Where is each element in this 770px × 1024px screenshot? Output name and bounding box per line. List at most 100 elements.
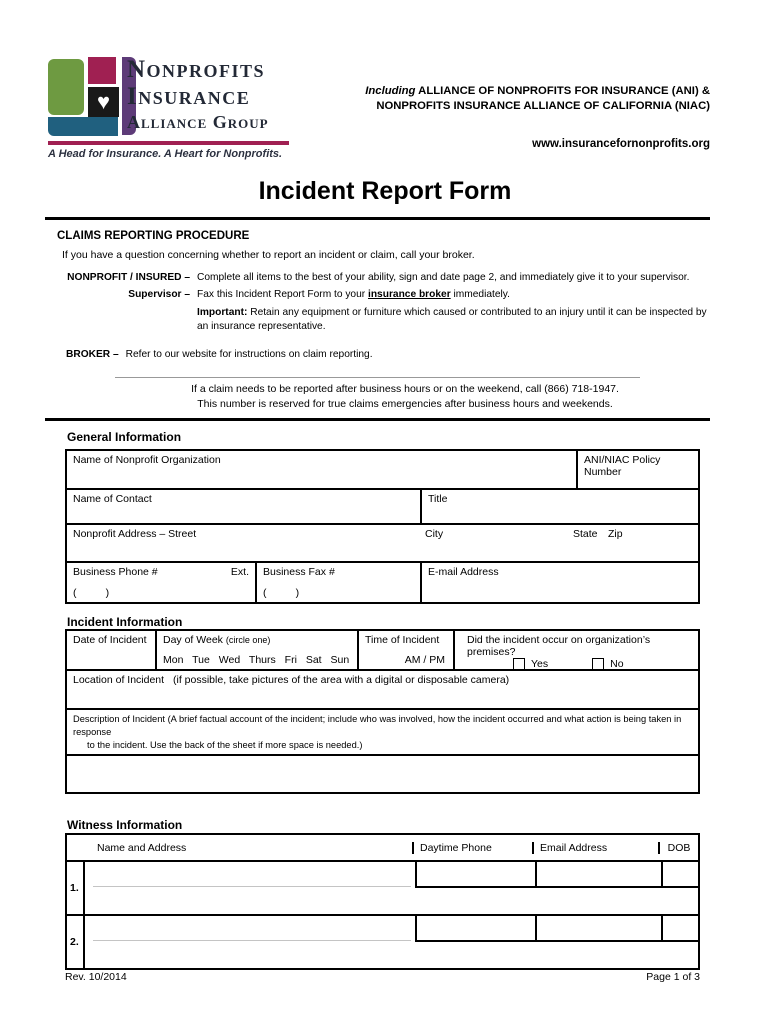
witness-1-writing-line [93,886,411,887]
important-text: Retain any equipment or furniture which … [197,307,707,332]
incident-information-heading: Incident Information [67,615,183,629]
business-phone-field[interactable]: Business Phone # Ext. ( ) [67,563,255,602]
revision-label: Rev. 10/2014 [65,971,127,983]
insured-label: NONPROFIT / INSURED – [67,272,190,283]
including-line: Including ALLIANCE OF NONPROFITS FOR INS… [310,84,710,99]
general-information-heading: General Information [67,430,182,444]
incident-location-field[interactable]: Location of Incident (if possible, take … [67,671,698,708]
supervisor-label: Supervisor – [128,289,190,300]
witness-col-daytime-phone: Daytime Phone [412,841,532,854]
ext-label: Ext. [230,566,249,578]
general-information-table: Name of Nonprofit Organization ANI/NIAC … [65,449,700,604]
after-hours-notice: If a claim needs to be reported after bu… [110,382,700,412]
witness-2-name-address-input[interactable] [85,916,698,968]
description-label-line2: response [73,727,112,737]
incident-time-field[interactable]: Time of Incident AM / PM [357,631,453,669]
premises-question: Did the incident occur on organization’s… [467,634,651,658]
witness-1-number: 1. [67,862,85,914]
circle-one-note: (circle one) [225,635,271,645]
description-label: Description of Incident [73,714,165,724]
witness-information-table: Name and Address Daytime Phone Email Add… [65,833,700,970]
city-label: City [425,528,444,540]
witness-2-phone-input[interactable] [415,916,535,942]
witness-1-dob-input[interactable] [661,862,698,888]
supervisor-instruction-row: Supervisor – Fax this Incident Report Fo… [0,289,715,300]
divider-rule-top [45,217,710,220]
day-of-week-label: Day of Week [163,634,223,646]
street-label: Nonprofit Address – Street [73,528,197,540]
description-label-line1: Description of Incident (A brief factual… [73,713,692,726]
incident-date-field[interactable]: Date of Incident [73,634,147,646]
after-hours-line2: This number is reserved for true claims … [197,398,613,410]
witness-2-writing-line [93,940,411,941]
important-label: Important: [197,307,248,318]
broker-text: Refer to our website for instructions on… [125,349,373,360]
witness-row-1: 1. [67,860,698,914]
no-label: No [610,658,624,670]
no-checkbox[interactable] [592,658,605,670]
claims-intro-text: If you have a question concerning whethe… [62,249,475,261]
logo-name-line2: Insurance [127,83,251,110]
logo-name-line1: Nonprofits [127,56,266,83]
heart-icon: ♥ [96,89,111,114]
witness-1-phone-input[interactable] [415,862,535,888]
divider-rule-bottom [45,418,710,421]
insured-text: Complete all items to the best of your a… [197,272,690,283]
witness-1-email-input[interactable] [535,862,661,888]
header-right-block: Including ALLIANCE OF NONPROFITS FOR INS… [310,84,710,152]
witness-1-name-address-input[interactable] [85,862,698,914]
day-of-week-field[interactable]: Day of Week (circle one) Mon Tue Wed Thu… [155,631,357,669]
witness-information-heading: Witness Information [67,818,183,832]
supervisor-text: Fax this Incident Report Form to your in… [197,289,510,300]
business-fax-field[interactable]: Business Fax # ( ) [255,563,420,602]
witness-2-number: 2. [67,916,85,968]
incident-description-label-cell: Description of Incident (A brief factual… [67,710,698,754]
weekday-options[interactable]: Mon Tue Wed Thurs Fri Sat Sun [163,654,350,666]
yes-checkbox[interactable] [513,658,525,670]
yes-label: Yes [531,658,549,670]
zip-label: Zip [608,528,623,540]
contact-title-field[interactable]: Title [420,490,698,523]
broker-instruction-row: BROKER – Refer to our website for instruc… [66,349,373,360]
niac-line: NONPROFITS INSURANCE ALLIANCE OF CALIFOR… [376,100,710,112]
business-phone-label: Business Phone # [73,566,158,578]
incident-information-table: Date of Incident Day of Week (circle one… [65,629,700,794]
witness-row-2: 2. [67,914,698,968]
am-pm-option[interactable]: AM / PM [404,654,445,666]
supervisor-text-pre: Fax this Incident Report Form to your [197,289,368,300]
policy-number-field[interactable]: ANI/NIAC Policy Number [576,451,698,488]
premises-yes-option[interactable]: Yes [513,658,548,670]
description-note: (A brief factual account of the incident… [167,714,682,724]
premises-question-cell: Did the incident occur on organization’s… [453,631,698,670]
premises-no-option[interactable]: No [592,658,624,670]
logo-divider [48,141,289,145]
website-link[interactable]: www.insurancefornonprofits.org [532,138,710,150]
incident-description-input[interactable] [67,756,698,792]
phone-parens: ( ) [73,587,110,599]
logo-green-block [48,59,84,115]
including-word: Including [365,85,416,97]
org-name-field[interactable]: Name of Nonprofit Organization [73,454,221,466]
time-of-incident-label: Time of Incident [365,634,440,646]
state-label: State [573,528,598,540]
location-note: (if possible, take pictures of the area … [173,674,510,686]
email-field[interactable]: E-mail Address [420,563,698,602]
claims-procedure-heading: CLAIMS REPORTING PROCEDURE [57,230,250,242]
logo-blue-block [48,117,118,136]
logo-purple-block [122,57,136,135]
insurance-broker-emphasis: insurance broker [368,289,451,300]
description-label-line3: to the incident. Use the back of the she… [87,740,363,750]
logo-heart-block: ♥ [88,87,119,117]
logo-crimson-block [88,57,116,84]
supervisor-text-post: immediately. [450,289,510,300]
contact-name-field[interactable]: Name of Contact [73,493,152,505]
witness-2-dob-input[interactable] [661,916,698,942]
page-title: Incident Report Form [258,177,512,205]
witness-2-email-input[interactable] [535,916,661,942]
broker-label: BROKER – [66,349,119,360]
ani-text: ALLIANCE OF NONPROFITS FOR INSURANCE (AN… [415,85,710,97]
address-field[interactable]: Nonprofit Address – Street City State Zi… [67,525,698,561]
important-note: Important: Retain any equipment or furni… [197,306,709,334]
logo-name-line3: Alliance Group [127,112,269,132]
